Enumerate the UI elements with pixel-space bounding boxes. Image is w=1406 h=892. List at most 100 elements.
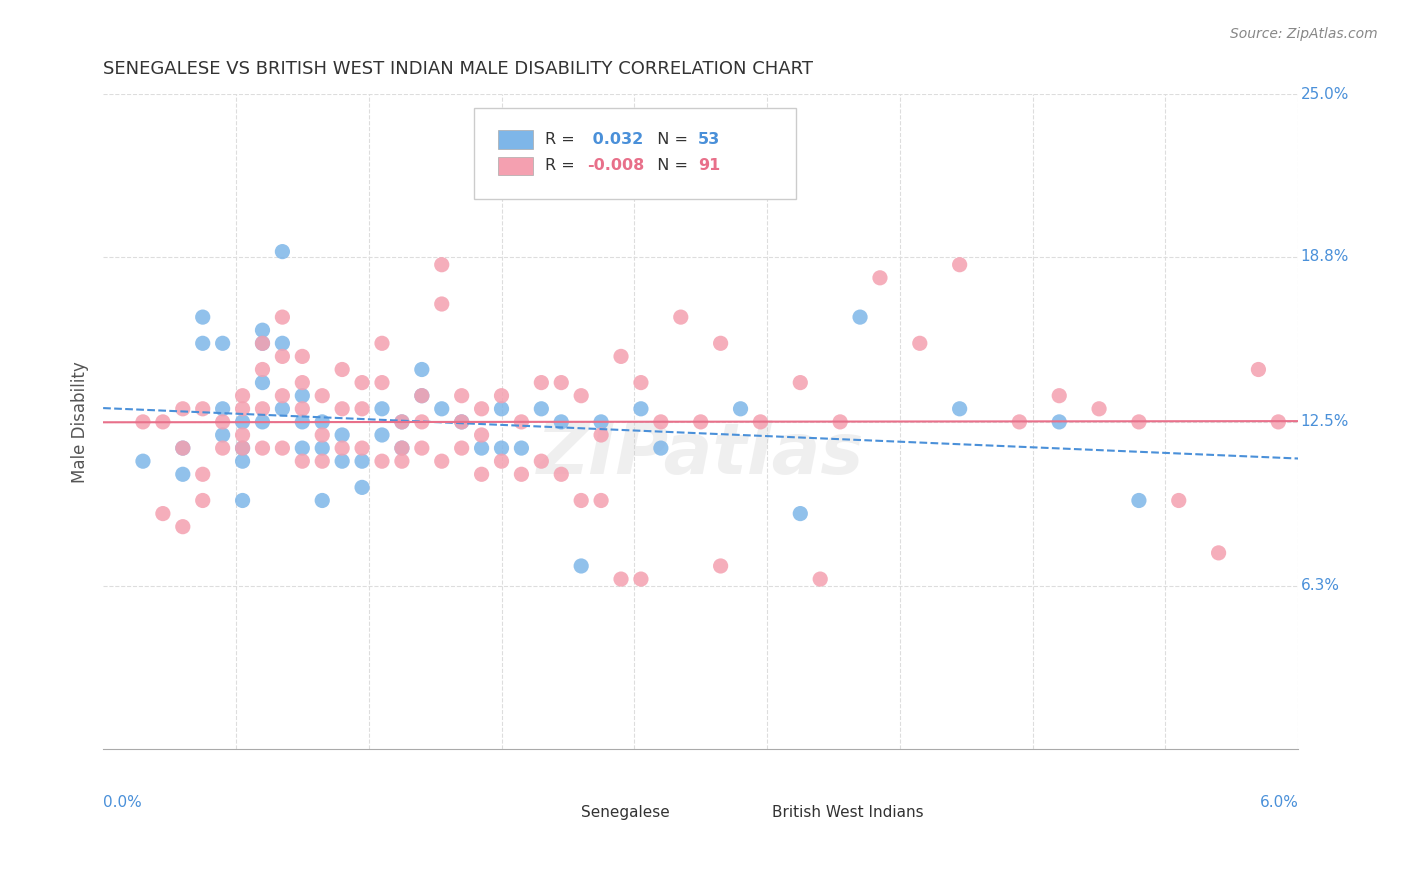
Point bbox=[491, 454, 513, 468]
Text: R =: R = bbox=[546, 158, 581, 173]
Point bbox=[450, 441, 472, 455]
FancyBboxPatch shape bbox=[498, 157, 533, 175]
Point bbox=[411, 415, 433, 429]
Text: 25.0%: 25.0% bbox=[1301, 87, 1348, 102]
Point bbox=[352, 454, 374, 468]
Point bbox=[252, 441, 274, 455]
Point bbox=[450, 415, 472, 429]
Point bbox=[630, 572, 652, 586]
Point bbox=[371, 454, 394, 468]
Text: 0.0%: 0.0% bbox=[103, 795, 142, 810]
Point bbox=[271, 350, 294, 364]
Point bbox=[232, 389, 254, 403]
Point bbox=[471, 467, 494, 482]
Point bbox=[510, 467, 533, 482]
Point bbox=[391, 415, 413, 429]
Point bbox=[1247, 362, 1270, 376]
Point bbox=[430, 258, 453, 272]
Text: British West Indians: British West Indians bbox=[772, 805, 924, 821]
Point bbox=[949, 401, 972, 416]
Point bbox=[630, 401, 652, 416]
Point bbox=[232, 441, 254, 455]
Point bbox=[311, 415, 333, 429]
Point bbox=[291, 350, 314, 364]
Point bbox=[352, 401, 374, 416]
Point bbox=[330, 362, 353, 376]
Point bbox=[1128, 415, 1150, 429]
Point bbox=[869, 270, 891, 285]
Point bbox=[271, 310, 294, 325]
Point bbox=[411, 441, 433, 455]
Point bbox=[730, 401, 752, 416]
Point bbox=[530, 376, 553, 390]
Point bbox=[411, 362, 433, 376]
Text: SENEGALESE VS BRITISH WEST INDIAN MALE DISABILITY CORRELATION CHART: SENEGALESE VS BRITISH WEST INDIAN MALE D… bbox=[103, 60, 813, 78]
Point bbox=[630, 376, 652, 390]
Point bbox=[211, 401, 233, 416]
Point bbox=[789, 376, 811, 390]
Point bbox=[411, 389, 433, 403]
Point bbox=[550, 415, 572, 429]
Point bbox=[291, 389, 314, 403]
Point bbox=[550, 376, 572, 390]
Text: 0.032: 0.032 bbox=[588, 132, 644, 147]
FancyBboxPatch shape bbox=[474, 108, 796, 199]
Point bbox=[650, 441, 672, 455]
Point bbox=[471, 401, 494, 416]
Point bbox=[391, 454, 413, 468]
Point bbox=[252, 401, 274, 416]
Point bbox=[371, 401, 394, 416]
Point bbox=[191, 401, 214, 416]
Point bbox=[291, 441, 314, 455]
Point bbox=[232, 428, 254, 442]
Point bbox=[430, 297, 453, 311]
FancyBboxPatch shape bbox=[737, 805, 766, 822]
Point bbox=[152, 415, 174, 429]
Point bbox=[232, 493, 254, 508]
Point bbox=[252, 336, 274, 351]
Point bbox=[530, 454, 553, 468]
Point bbox=[352, 480, 374, 494]
Point bbox=[569, 389, 592, 403]
Point bbox=[211, 336, 233, 351]
FancyBboxPatch shape bbox=[546, 805, 575, 822]
Point bbox=[330, 428, 353, 442]
Point bbox=[371, 376, 394, 390]
Point bbox=[252, 415, 274, 429]
Point bbox=[291, 415, 314, 429]
Point bbox=[232, 401, 254, 416]
Point bbox=[311, 389, 333, 403]
Text: 6.0%: 6.0% bbox=[1260, 795, 1298, 810]
Point bbox=[252, 323, 274, 337]
FancyBboxPatch shape bbox=[498, 130, 533, 149]
Point bbox=[510, 441, 533, 455]
Point bbox=[510, 415, 533, 429]
Point bbox=[371, 336, 394, 351]
Point bbox=[749, 415, 772, 429]
Point bbox=[710, 336, 733, 351]
Point bbox=[291, 376, 314, 390]
Point bbox=[232, 415, 254, 429]
Text: R =: R = bbox=[546, 132, 581, 147]
Point bbox=[330, 441, 353, 455]
Text: ZIPatlas: ZIPatlas bbox=[537, 420, 865, 489]
Point bbox=[669, 310, 692, 325]
Point bbox=[430, 401, 453, 416]
Point bbox=[491, 441, 513, 455]
Point bbox=[450, 415, 472, 429]
Point bbox=[271, 401, 294, 416]
Text: Senegalese: Senegalese bbox=[581, 805, 669, 821]
Point bbox=[908, 336, 931, 351]
Point bbox=[291, 401, 314, 416]
Point bbox=[610, 572, 633, 586]
Point bbox=[191, 310, 214, 325]
Point bbox=[352, 441, 374, 455]
Point bbox=[591, 415, 613, 429]
Point bbox=[172, 401, 194, 416]
Point bbox=[172, 441, 194, 455]
Point bbox=[232, 454, 254, 468]
Point bbox=[689, 415, 711, 429]
Point bbox=[471, 441, 494, 455]
Point bbox=[1047, 389, 1070, 403]
Point bbox=[191, 336, 214, 351]
